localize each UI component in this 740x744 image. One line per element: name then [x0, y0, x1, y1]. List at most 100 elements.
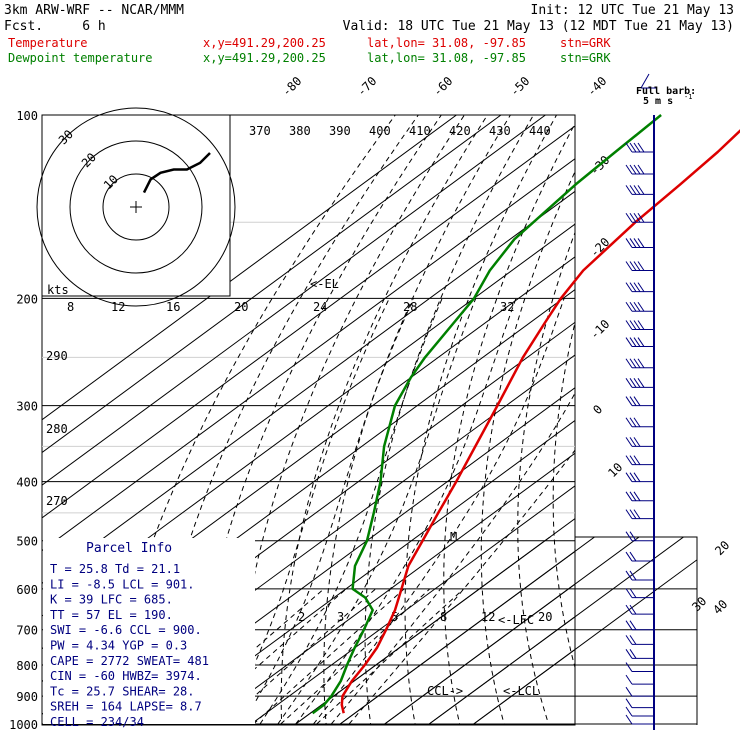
dry-adiabat-290 — [280, 115, 488, 725]
wind-barb-flag — [629, 437, 637, 447]
parcel-row-10: CELL = 234/34 — [50, 715, 144, 729]
wind-barb-300 — [625, 396, 654, 407]
wind-barb-flag — [633, 261, 641, 271]
level-marker-2: <-LCL — [503, 684, 539, 698]
isotherm--100 — [42, 125, 575, 519]
theta-label-410: 410 — [409, 124, 431, 138]
wind-barb-flag — [637, 337, 645, 347]
wind-barb-flag — [629, 301, 637, 312]
hodograph-units: kts — [47, 283, 69, 297]
wind-barb-flag — [625, 261, 633, 271]
pressure-tick-800: 800 — [16, 659, 38, 673]
isotherm-50 — [428, 616, 575, 725]
isotherm-60 — [473, 648, 575, 725]
theta-label-390: 390 — [329, 124, 351, 138]
wind-barb-flag — [633, 185, 641, 195]
wind-barb-flag — [629, 588, 637, 598]
wind-barb-flag — [625, 164, 633, 175]
wind-barb-400 — [625, 472, 654, 483]
isotherm-label--40: -40 — [584, 74, 609, 99]
wind-barb-flag — [633, 320, 641, 330]
wind-barb-flag — [637, 185, 645, 195]
model-title: 3km ARW-WRF -- NCAR/MMM — [4, 3, 184, 18]
wind-barb-flag — [633, 417, 641, 428]
theta-label-430: 430 — [489, 124, 511, 138]
pressure-tick-400: 400 — [16, 476, 38, 490]
wind-barb-flag — [629, 417, 637, 428]
wind-barb-flag — [629, 337, 637, 347]
parcel-row-9: SREH = 164 LAPSE= 8.7 — [50, 700, 202, 714]
wind-barb-flag — [625, 604, 633, 615]
svg-text:-1: -1 — [684, 93, 692, 101]
temperature-line — [340, 129, 740, 714]
isotherm--110 — [42, 115, 546, 486]
wind-barb-flag — [633, 378, 641, 388]
wind-barb-flag — [625, 649, 633, 659]
wind-barb-240 — [625, 337, 654, 348]
wind-barb-970 — [625, 706, 654, 717]
isotherm-label--80: -80 — [279, 74, 304, 99]
wind-barb-430 — [625, 491, 654, 502]
wind-barb-flag — [633, 491, 641, 502]
wind-barb-flag — [629, 604, 637, 615]
theta-label-370: 370 — [249, 124, 271, 138]
isotherm-label--10: -10 — [587, 317, 612, 342]
wind-barb-940 — [625, 698, 654, 709]
moist-adiabat-32 — [348, 449, 575, 725]
parcel-row-0: T = 25.8 Td = 21.1 — [50, 562, 180, 576]
wind-barb-flag — [625, 282, 633, 292]
moist-adiabat-label-20: 20 — [234, 300, 248, 314]
wind-barb-flag — [629, 164, 637, 175]
wind-barb-115 — [625, 142, 654, 153]
pressure-tick-300: 300 — [16, 400, 38, 414]
isotherm--90 — [42, 158, 575, 552]
hodograph-ring-30 — [36, 107, 236, 307]
dry-adiabat-370 — [588, 115, 672, 737]
isotherm-30 — [339, 550, 575, 725]
mixing-ratio-label-8: 8 — [440, 610, 447, 624]
wind-barb-flag — [637, 142, 645, 153]
mixing-ratio-label-20: 20 — [538, 610, 552, 624]
wind-barb-flag — [629, 649, 637, 659]
parcel-row-8: Tc = 25.7 SHEAR= 28. — [50, 684, 195, 698]
moist-adiabat-label-12: 12 — [111, 300, 125, 314]
wind-barb-350 — [625, 437, 654, 447]
wind-barb-flag — [625, 698, 633, 708]
forecast-hour: Fcst. 6 h — [4, 19, 106, 34]
mixing-ratio-label-5: 5 — [391, 610, 398, 624]
wind-barb-flag — [625, 472, 633, 482]
init-time: Init: 12 UTC Tue 21 May 13 — [531, 3, 735, 18]
moist-adiabat-label-28: 28 — [403, 300, 417, 314]
wind-barb-620 — [625, 588, 654, 599]
theta-label-380: 380 — [289, 124, 311, 138]
wind-barb-flag — [629, 282, 637, 292]
hodograph: 10 20 30 kts — [36, 107, 236, 307]
parcel-row-7: CIN = -60 HWBZ= 3974. — [50, 669, 202, 683]
moist-adiabat-20 — [295, 298, 517, 725]
wind-barb-flag — [633, 437, 641, 447]
pressure-tick-200: 200 — [16, 292, 38, 306]
theta-e-label-270: 270 — [46, 494, 68, 508]
isotherm-label--50: -50 — [507, 74, 532, 99]
hodograph-trace — [142, 152, 211, 194]
wind-barb-flag — [625, 570, 633, 581]
wind-barb-flag — [625, 551, 633, 562]
wind-barb-500 — [625, 531, 654, 542]
wind-barb-flag — [633, 509, 641, 519]
wind-barb-flag — [633, 472, 641, 482]
wind-barb-flag — [633, 212, 641, 223]
wind-barb-flag — [629, 620, 637, 630]
wind-barb-flag — [625, 635, 633, 645]
wind-barb-flag — [625, 714, 633, 725]
isotherm-label--70: -70 — [354, 74, 379, 99]
wind-barb-flag — [633, 455, 641, 465]
mixing-ratio-8 — [253, 588, 405, 725]
wind-barb-flag — [625, 706, 633, 717]
dry-adiabat-350 — [517, 231, 575, 725]
isotherm-ext-50 — [428, 537, 685, 725]
wind-barbs — [625, 115, 655, 730]
legend-dewpoint-stn: stn=GRK — [560, 51, 611, 65]
pressure-axis: 100 200 300 400 500 600 700 800 900 1000 — [9, 109, 38, 732]
level-marker-0: <-EL — [310, 277, 339, 291]
dry-adiabat-270 — [192, 115, 442, 725]
